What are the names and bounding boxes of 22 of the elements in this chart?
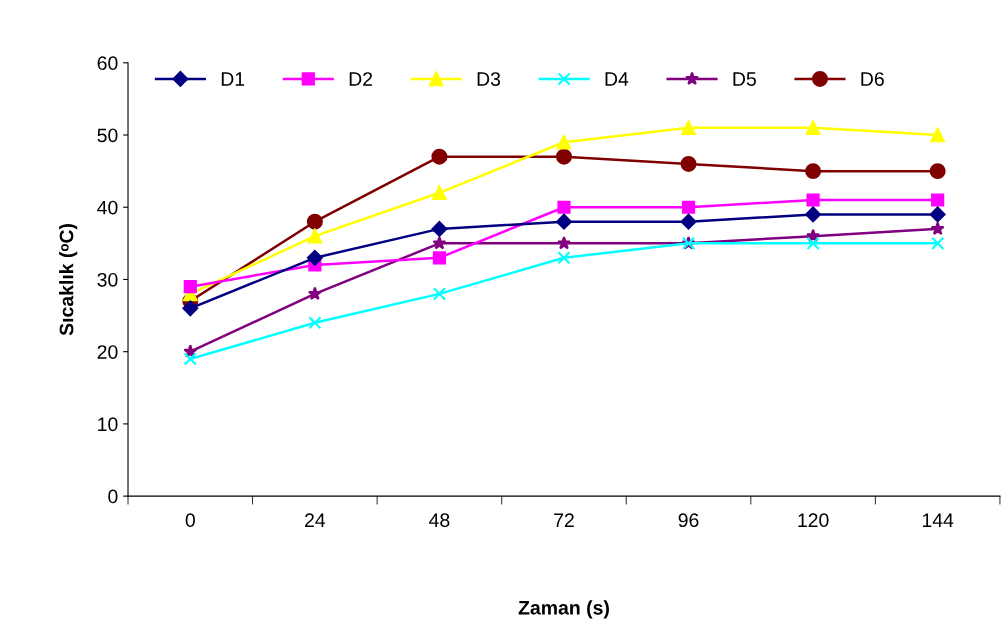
x-tick-label: 24 xyxy=(305,513,326,527)
y-tick-label: 30 xyxy=(97,272,118,287)
x-tick-label: 72 xyxy=(554,513,574,527)
y-tick-label: 20 xyxy=(97,345,118,359)
y-tick-label: 10 xyxy=(98,417,118,432)
x-tick-label: 48 xyxy=(429,513,450,528)
legend-label: D5 xyxy=(733,72,756,86)
x-tick-label: 120 xyxy=(798,513,829,528)
y-axis-title: Sıcaklık (ᵒC) xyxy=(59,224,78,336)
legend-label: D1 xyxy=(221,72,245,86)
x-axis-title: Zaman (s) xyxy=(518,600,609,619)
legend-label: D2 xyxy=(349,72,373,86)
x-tick-label: 96 xyxy=(678,513,699,528)
x-tick-label: 0 xyxy=(185,513,195,528)
legend-label: D3 xyxy=(477,72,501,86)
legend-label: D6 xyxy=(861,72,884,86)
legend-label: D4 xyxy=(605,72,629,86)
y-tick-label: 50 xyxy=(97,128,118,143)
y-tick-label: 0 xyxy=(108,489,118,504)
y-tick-label: 40 xyxy=(97,200,118,215)
y-tick-label: 60 xyxy=(97,56,118,71)
x-tick-label: 144 xyxy=(922,513,954,527)
